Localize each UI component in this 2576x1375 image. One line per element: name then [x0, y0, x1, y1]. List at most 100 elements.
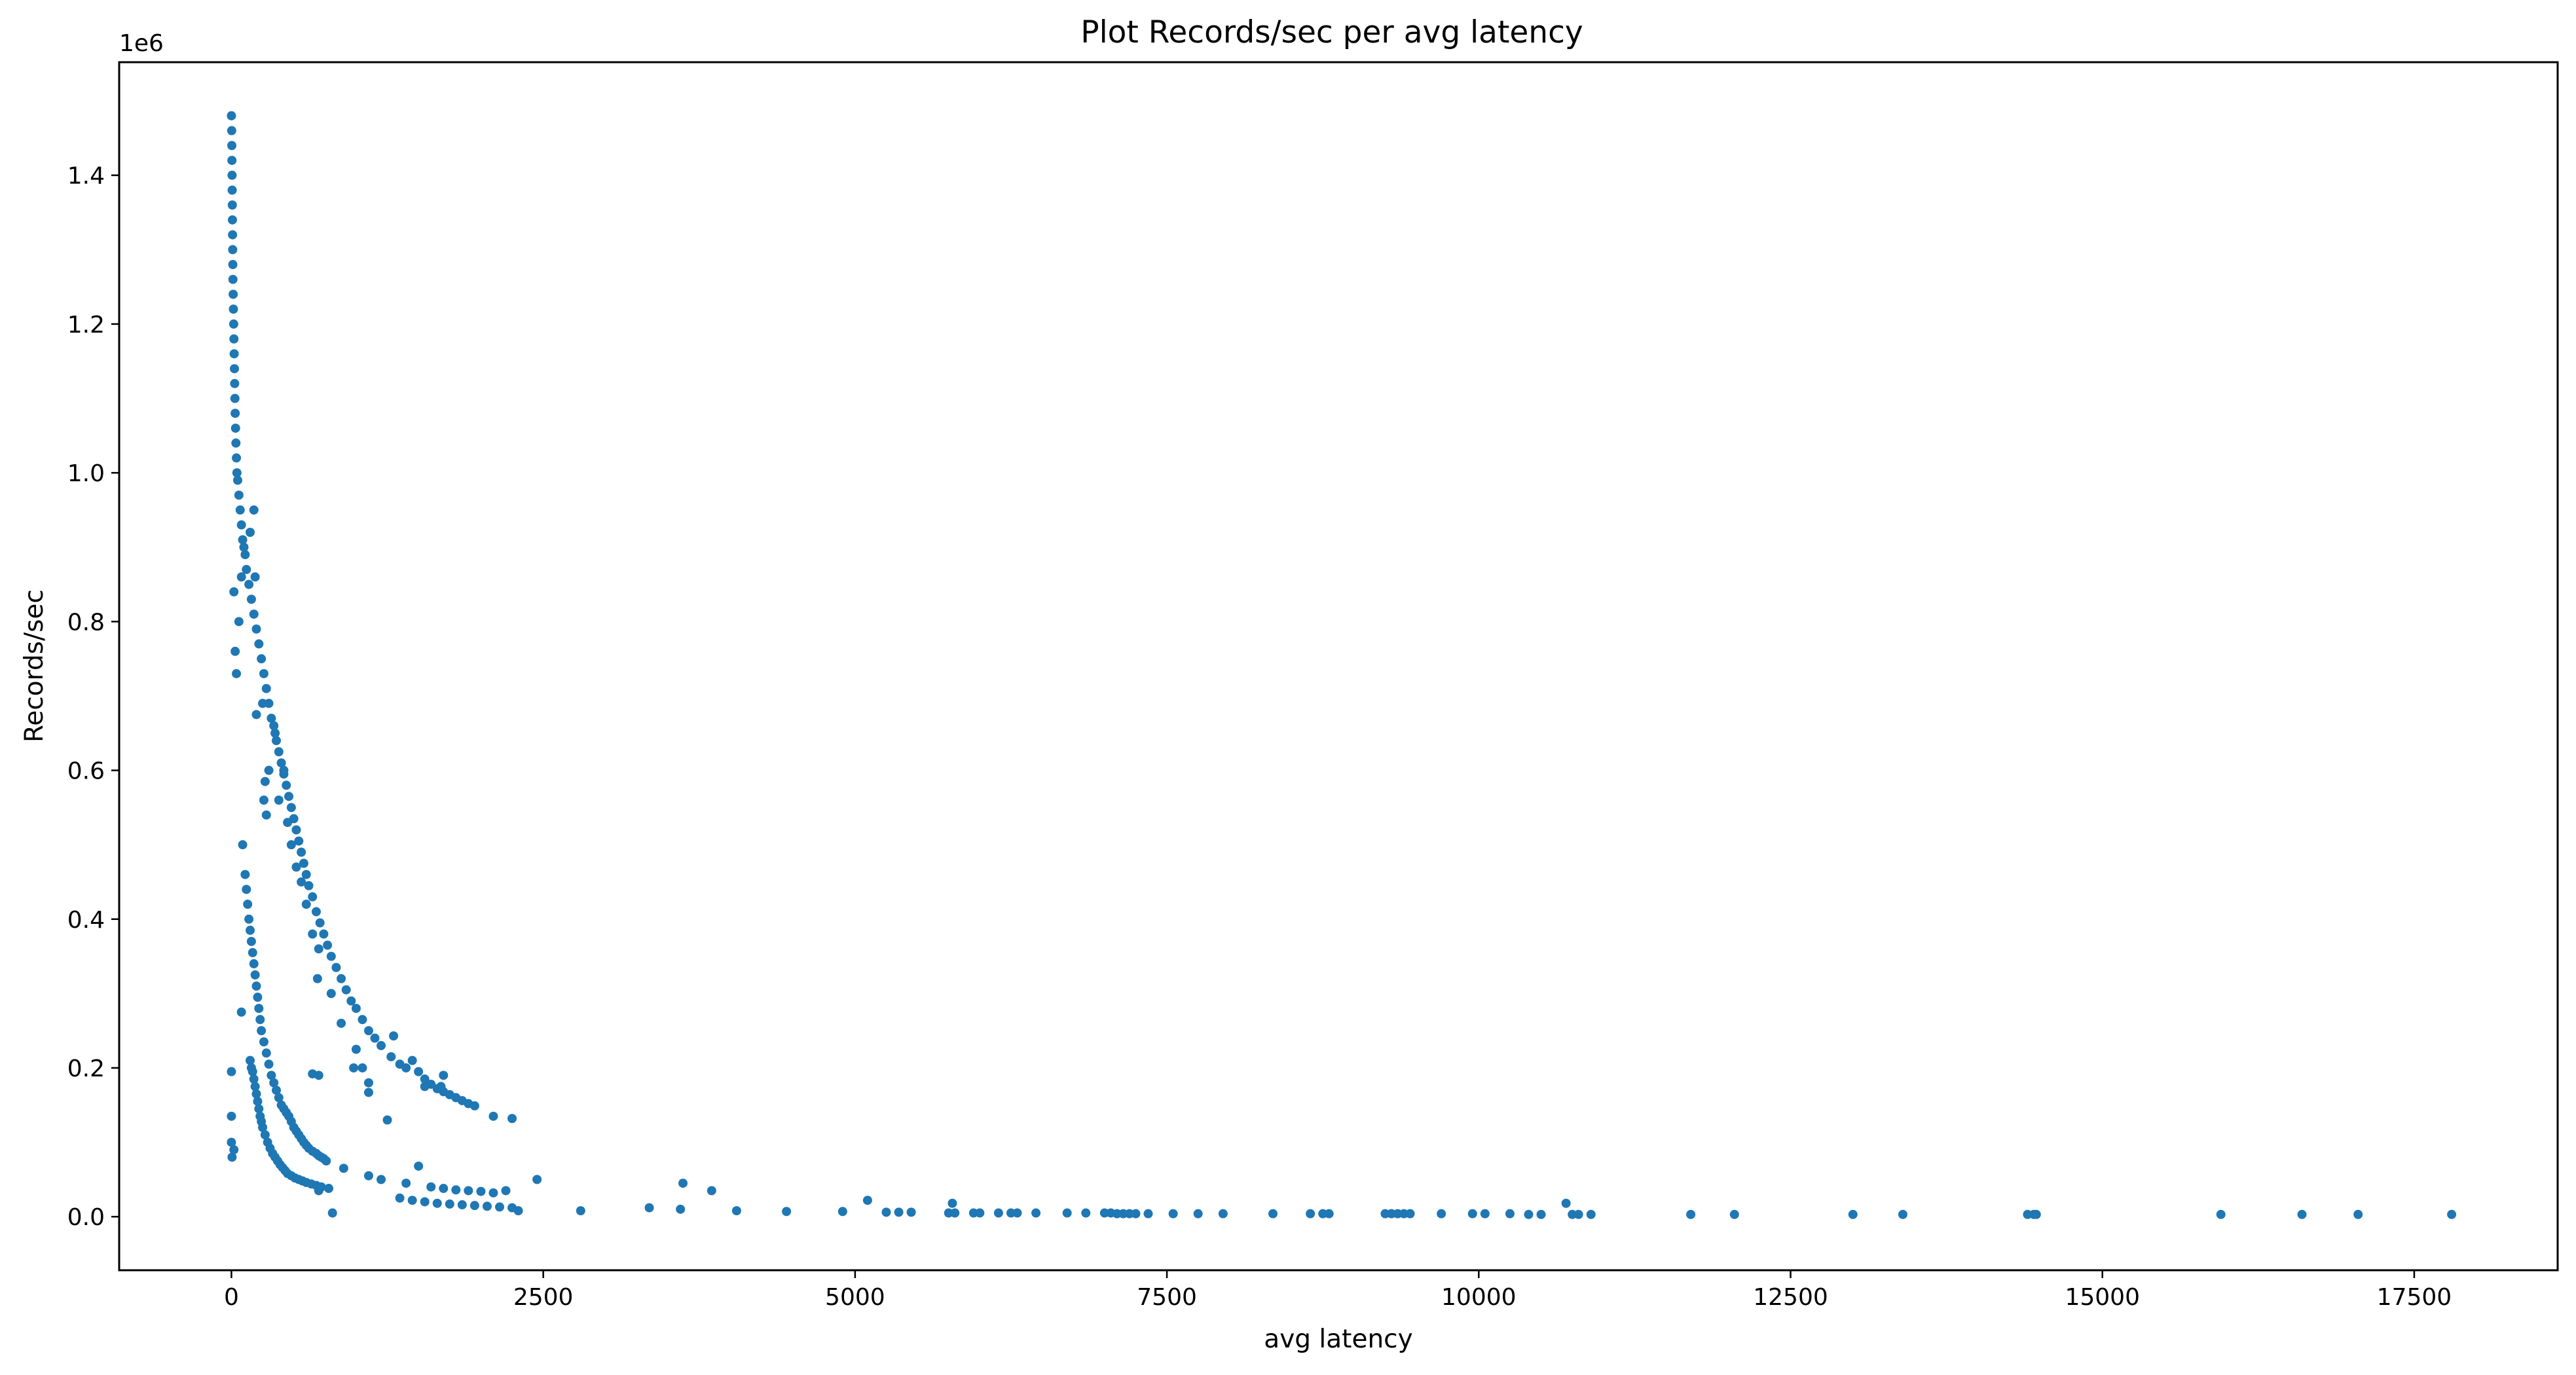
data-point [257, 654, 267, 664]
data-point [227, 141, 237, 151]
x-tick-label: 12500 [1753, 1284, 1828, 1311]
data-point [993, 1208, 1003, 1218]
data-point [326, 989, 336, 999]
data-point [259, 795, 268, 805]
data-point [254, 1004, 264, 1014]
data-point [228, 230, 238, 240]
data-point [279, 765, 289, 775]
x-tick-label: 2500 [513, 1284, 574, 1311]
data-point [274, 747, 284, 757]
data-point [1505, 1209, 1515, 1219]
data-point [260, 777, 270, 786]
data-point [254, 1104, 264, 1114]
data-point [250, 1082, 260, 1091]
y-tick-label: 1.2 [67, 312, 105, 339]
data-point [1898, 1209, 1907, 1219]
data-point [1062, 1208, 1072, 1218]
data-point [482, 1201, 492, 1211]
data-point [249, 1074, 259, 1084]
data-point [230, 423, 240, 433]
data-point [676, 1204, 686, 1214]
data-point [377, 1175, 386, 1184]
data-point [337, 1018, 346, 1028]
data-point [227, 1067, 236, 1076]
data-point [975, 1208, 985, 1218]
data-point [1686, 1209, 1696, 1219]
data-point [230, 394, 240, 403]
data-point [346, 996, 356, 1006]
data-point [229, 289, 238, 299]
data-point [230, 646, 240, 656]
data-point [644, 1203, 654, 1213]
data-point [363, 1078, 373, 1088]
y-tick-label: 0.6 [67, 758, 105, 785]
data-point [297, 847, 306, 857]
data-point [507, 1114, 517, 1124]
data-point [246, 925, 255, 935]
data-point [464, 1186, 473, 1196]
data-point [227, 126, 236, 136]
data-point [276, 758, 286, 768]
data-point [862, 1196, 872, 1205]
data-point [297, 877, 306, 887]
data-point [235, 505, 245, 515]
data-point [420, 1074, 430, 1084]
data-point [439, 1184, 449, 1194]
data-point [1306, 1209, 1316, 1219]
data-point [267, 714, 276, 724]
data-point [301, 870, 311, 879]
data-point [326, 951, 336, 961]
data-point [227, 185, 237, 195]
data-point [469, 1201, 479, 1211]
data-point [2031, 1209, 2041, 1219]
data-point [414, 1067, 424, 1076]
data-point [407, 1196, 417, 1205]
data-point [1467, 1209, 1477, 1219]
data-point [227, 215, 237, 225]
data-point [395, 1193, 405, 1203]
x-tick-label: 10000 [1441, 1284, 1517, 1311]
data-point [251, 1089, 261, 1099]
data-point [284, 792, 294, 801]
data-point [445, 1199, 454, 1209]
data-point [2447, 1209, 2457, 1219]
data-point [308, 929, 318, 939]
data-point [314, 1186, 323, 1196]
y-tick-label: 1.0 [67, 460, 105, 487]
data-point [1324, 1209, 1334, 1219]
data-point [1218, 1209, 1228, 1219]
data-point [494, 1202, 504, 1212]
data-point [229, 304, 238, 314]
x-tick-label: 17500 [2377, 1284, 2452, 1311]
data-point [260, 1130, 270, 1140]
x-tick-label: 7500 [1137, 1284, 1197, 1311]
data-point [1848, 1209, 1858, 1219]
data-point [351, 1004, 361, 1014]
data-point [377, 1040, 386, 1050]
data-point [363, 1026, 373, 1036]
data-point [254, 639, 264, 649]
data-point [476, 1186, 486, 1196]
data-point [246, 528, 255, 538]
data-point [250, 572, 260, 582]
data-point [299, 858, 308, 868]
data-point [324, 1184, 334, 1194]
data-point [227, 155, 237, 165]
data-point [234, 490, 244, 500]
data-point [337, 974, 346, 983]
data-point [227, 111, 236, 120]
data-point [228, 260, 238, 270]
data-point [469, 1101, 479, 1110]
data-point [249, 505, 259, 515]
data-point [242, 885, 251, 894]
data-point [1405, 1209, 1415, 1219]
x-tick-label: 5000 [825, 1284, 885, 1311]
data-point [259, 669, 268, 678]
data-point [322, 1156, 331, 1165]
data-point [308, 892, 318, 902]
data-point [244, 579, 254, 589]
data-point [231, 438, 241, 448]
data-point [457, 1200, 467, 1210]
data-point [678, 1179, 688, 1188]
